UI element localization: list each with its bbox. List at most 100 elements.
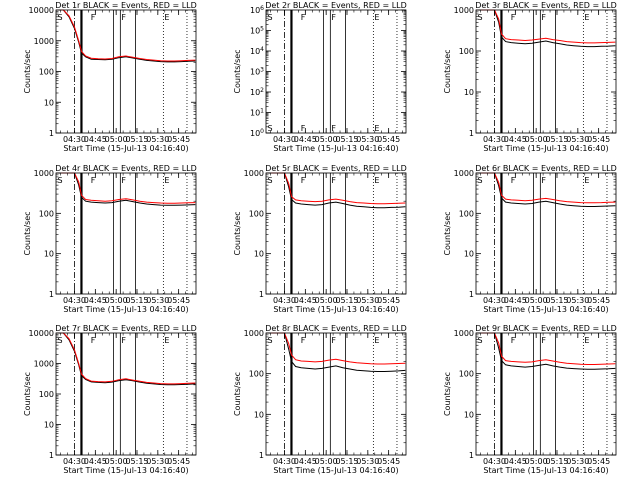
plot-frame [475, 9, 617, 134]
x-tick-label: 05:15 [545, 457, 568, 466]
x-tick-label: 05:30 [146, 296, 169, 305]
panel-title: Det 5r BLACK = Events, RED = LLD [265, 164, 407, 173]
annotation-F: F [91, 176, 96, 185]
y-tick-label: 1000 [244, 329, 264, 338]
x-tick-label: 05:45 [377, 135, 400, 144]
panel-det-4: Det 4r BLACK = Events, RED = LLD S F F E 1 10 1… [23, 164, 197, 314]
series-line-lld [266, 332, 406, 365]
x-tick-label: 05:45 [167, 296, 190, 305]
annotation-E: E [584, 336, 589, 345]
panel-title: Det 4r BLACK = Events, RED = LLD [55, 164, 197, 173]
x-tick-label: 05:15 [545, 296, 568, 305]
x-axis-label: Start Time (15-Jul-13 04:16:40) [483, 144, 608, 153]
y-tick-label: 1000 [34, 169, 54, 178]
y-tick-label: 103 [250, 67, 264, 77]
annotation-S: S [57, 13, 62, 22]
annotation-F: F [331, 13, 336, 22]
y-tick-label: 100 [459, 47, 474, 56]
y-tick-label: 104 [250, 46, 264, 56]
x-tick-label: 05:15 [335, 296, 358, 305]
y-axis-label: Counts/sec [233, 372, 242, 416]
x-tick-label: 04:30 [273, 296, 296, 305]
y-tick-label: 10 [464, 250, 474, 259]
y-axis-label: Counts/sec [233, 49, 242, 93]
x-tick-label: 05:15 [125, 457, 148, 466]
x-tick-label: 04:45 [504, 457, 527, 466]
series-line-events [266, 172, 406, 209]
plot-frame [475, 172, 617, 295]
annotation-F: F [331, 176, 336, 185]
x-tick-label: 05:00 [525, 296, 548, 305]
plot-frame [265, 332, 407, 456]
series-line-events [266, 332, 406, 372]
series-line-events [56, 172, 196, 206]
panel-title: Det 1r BLACK = Events, RED = LLD [55, 1, 197, 10]
y-tick-label: 100 [459, 209, 474, 218]
x-tick-label: 04:30 [483, 135, 506, 144]
panel-det-5: Det 5r BLACK = Events, RED = LLD S F F E 1 10 1… [233, 164, 407, 314]
y-tick-label: 10 [464, 88, 474, 97]
panel-det-8: Det 8r BLACK = Events, RED = LLD S F F E 1 10 1… [233, 324, 407, 475]
annotation-F: F [301, 13, 306, 22]
series-line-events [476, 332, 616, 370]
x-tick-label: 04:45 [84, 457, 107, 466]
annotation-E: E [164, 336, 169, 345]
annotation-F: F [541, 176, 546, 185]
x-tick-label: 04:30 [483, 296, 506, 305]
y-tick-label: 1 [49, 129, 54, 138]
annotation-E: E [164, 176, 169, 185]
x-tick-label: 05:30 [146, 457, 169, 466]
series-line-lld [476, 9, 616, 44]
annotation-F: F [121, 336, 126, 345]
x-tick-label: 05:00 [105, 135, 128, 144]
y-axis-label: Counts/sec [443, 211, 452, 255]
x-axis-label: Start Time (15-Jul-13 04:16:40) [63, 305, 188, 314]
x-tick-label: 04:30 [63, 296, 86, 305]
annotation-bottom-E: E [374, 124, 379, 133]
y-axis-label: Counts/sec [23, 49, 32, 93]
x-tick-label: 05:15 [125, 135, 148, 144]
y-tick-label: 10 [44, 421, 54, 430]
y-axis-label: Counts/sec [443, 49, 452, 93]
annotation-E: E [374, 336, 379, 345]
y-axis-label: Counts/sec [233, 211, 242, 255]
x-tick-label: 05:30 [566, 457, 589, 466]
x-tick-label: 04:45 [504, 135, 527, 144]
annotation-S: S [267, 13, 272, 22]
x-axis-label: Start Time (15-Jul-13 04:16:40) [273, 466, 398, 475]
series-line-events [476, 9, 616, 48]
x-tick-label: 05:00 [315, 135, 338, 144]
annotation-F: F [511, 336, 516, 345]
y-tick-label: 102 [250, 87, 264, 97]
annotation-E: E [164, 13, 169, 22]
y-tick-label: 105 [250, 26, 264, 36]
y-tick-label: 10 [254, 410, 264, 419]
y-axis-label: Counts/sec [23, 372, 32, 416]
annotation-E: E [584, 176, 589, 185]
y-tick-label: 1 [469, 129, 474, 138]
x-tick-label: 05:00 [105, 457, 128, 466]
panel-title: Det 2r BLACK = Events, RED = LLD [265, 1, 407, 10]
x-tick-label: 05:30 [356, 296, 379, 305]
x-axis-label: Start Time (15-Jul-13 04:16:40) [483, 305, 608, 314]
y-tick-label: 106 [250, 5, 264, 15]
plot-frame [55, 9, 197, 134]
annotation-F: F [91, 13, 96, 22]
annotation-F: F [511, 176, 516, 185]
y-tick-label: 1 [259, 451, 264, 460]
panel-title: Det 3r BLACK = Events, RED = LLD [475, 1, 617, 10]
y-tick-label: 1000 [454, 329, 474, 338]
annotation-S: S [477, 336, 482, 345]
x-tick-label: 04:30 [63, 457, 86, 466]
x-tick-label: 05:30 [566, 296, 589, 305]
y-tick-label: 100 [39, 209, 54, 218]
y-tick-label: 1000 [454, 6, 474, 15]
series-line-lld [56, 9, 196, 62]
x-tick-label: 05:00 [315, 457, 338, 466]
panel-title: Det 9r BLACK = Events, RED = LLD [475, 324, 617, 333]
x-axis-label: Start Time (15-Jul-13 04:16:40) [63, 144, 188, 153]
x-tick-label: 04:45 [84, 135, 107, 144]
x-axis-label: Start Time (15-Jul-13 04:16:40) [63, 466, 188, 475]
y-tick-label: 1 [49, 451, 54, 460]
